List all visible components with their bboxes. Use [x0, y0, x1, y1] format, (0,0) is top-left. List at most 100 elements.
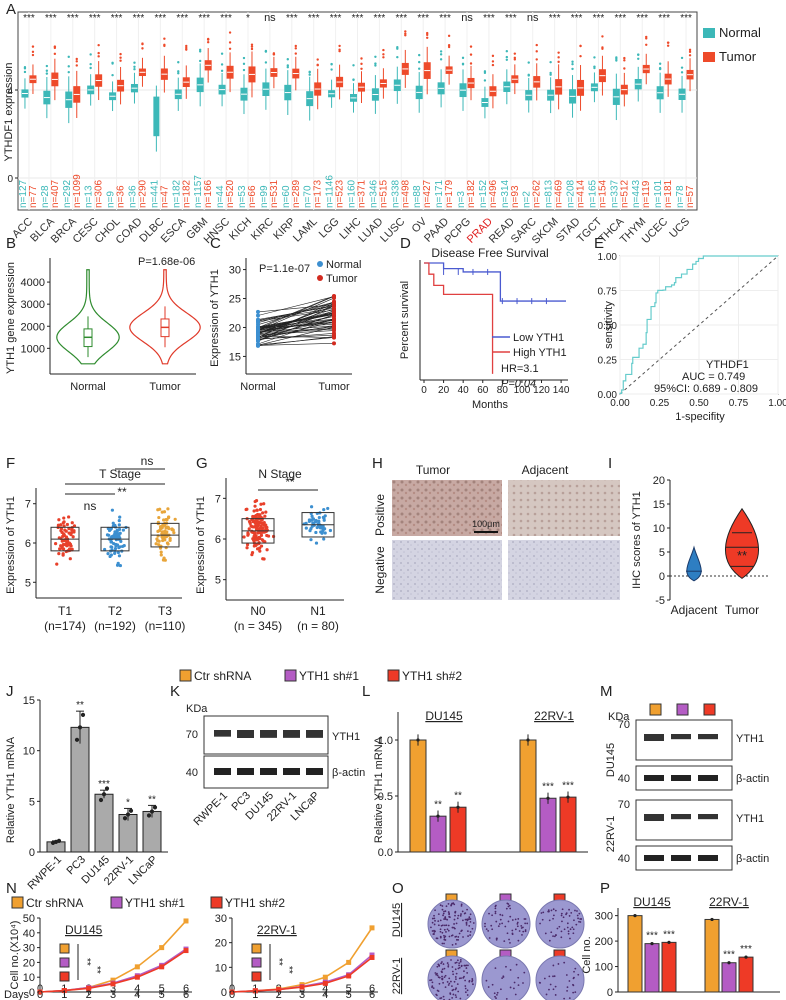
panelA-sig: ***: [67, 13, 79, 24]
panelO-colony: [524, 918, 527, 920]
panelA-tumor-outlier: [535, 58, 538, 61]
panelA-tumor-outlier: [666, 41, 670, 44]
panelA-tumor-outlier: [491, 60, 495, 63]
panelO-colony: [552, 917, 554, 920]
panelO-colony: [468, 924, 471, 927]
panelK-band-ythi-lane: [260, 730, 277, 738]
panelO-colony: [573, 919, 575, 922]
panelF-sig-star: **: [117, 485, 127, 499]
panelO-colony: [501, 914, 504, 917]
panelO-colony: [517, 976, 520, 979]
panelK-marker-70: 70: [186, 729, 198, 741]
panelO-colony: [430, 926, 432, 929]
panelA-tumor-outlier: [623, 59, 626, 62]
panelA-sig: ***: [549, 13, 561, 24]
panelA-n-tumor: n=166: [203, 179, 214, 208]
panelO-colony: [504, 925, 507, 928]
panelA-normal-outlier: [89, 62, 92, 66]
panelG-point: [258, 513, 262, 517]
panelA-normal-outlier: [198, 59, 202, 63]
panel-label-P: P: [600, 880, 610, 897]
panelA-sig: ***: [593, 13, 605, 24]
panelA-normal-outlier: [418, 60, 421, 64]
panelK-band-ythi-lane: [237, 730, 254, 738]
panelO-colony: [496, 993, 498, 996]
panelF-point: [118, 563, 123, 568]
panelO-colony: [494, 912, 497, 915]
panelA-n-normal: n=60: [281, 185, 292, 208]
panelK-lane-label: RWPE-1: [192, 790, 231, 829]
panelA-tumor-outlier: [666, 44, 670, 47]
legend-shrna-label: YTH1 sh#2: [402, 669, 462, 683]
panelJ-point: [104, 786, 110, 791]
panelO-colony: [454, 968, 457, 971]
panelA-n-normal: n=13: [84, 185, 95, 208]
panelI-ytick-label: 5: [659, 547, 665, 559]
panelO-colony: [568, 997, 571, 1000]
panelN-day-label-2: 0: [229, 989, 235, 1000]
panelA-tumor-outlier: [557, 51, 560, 54]
panelO-colony: [460, 965, 463, 968]
panelJ-ytick-label: 10: [23, 746, 35, 758]
panelA-sig: ***: [614, 13, 626, 24]
panelA-tumor-outlier: [360, 57, 363, 60]
panelC-tumor-point: [332, 294, 336, 299]
panelA-legend-normal: Normal: [719, 25, 761, 40]
panelO-colony: [563, 997, 566, 1000]
panelN-marker: [183, 948, 189, 954]
panelO-colony: [513, 981, 516, 984]
panelC-normal-point: [256, 317, 260, 322]
panelC-normal-point: [256, 320, 260, 325]
panelO-colony: [467, 935, 469, 937]
panelL-ytick-label: 0.0: [378, 847, 393, 859]
panelO-colony: [468, 918, 471, 920]
panelG-point: [256, 516, 260, 520]
panelC-pair-line: [257, 302, 335, 325]
panelG-point: [259, 502, 263, 506]
panelJ-point: [101, 792, 107, 797]
panelI-group-tumor: Tumor: [725, 603, 759, 617]
panelO-colony: [457, 914, 460, 917]
panelM-band-label: β-actin: [736, 853, 769, 865]
panelF-point: [70, 547, 74, 551]
panelA-n-normal: n=88: [412, 185, 423, 208]
panelG-point: [262, 521, 266, 525]
panelA-n-normal: n=338: [390, 179, 401, 208]
panelN-xtick-label: 0: [37, 983, 43, 995]
panelA-normal-outlier: [330, 68, 333, 71]
panelN-marker: [369, 954, 375, 960]
panel-label-D: D: [400, 235, 411, 252]
panelG-ylabel: Expression of YTH1: [195, 496, 207, 594]
panelP-sig: ***: [723, 950, 735, 961]
panelN-ytick-label: 0: [29, 987, 35, 999]
panelP-ytick-label: 100: [595, 962, 613, 974]
panelA-cancer-label: KICH: [227, 216, 254, 243]
panelM-band: [698, 734, 718, 740]
panelO-colony: [569, 937, 571, 940]
panelC-legend-normal: Normal: [326, 259, 361, 271]
panelO-colony: [566, 986, 569, 989]
panelJ-point: [56, 838, 62, 843]
panelA-tumor-outlier: [382, 53, 385, 56]
panelO-colony: [432, 933, 435, 935]
panelN-marker: [134, 964, 140, 970]
panelO-colony: [448, 977, 451, 980]
panelB-tumor-violin: [129, 269, 201, 365]
panelA-normal-outlier: [571, 60, 574, 63]
panelA-tumor-outlier: [469, 45, 473, 48]
panelP-group-label: 22RV-1: [709, 895, 749, 909]
panel-label-L: L: [362, 683, 370, 700]
panelO-plate: [481, 955, 531, 1000]
panelO-colony: [445, 905, 448, 908]
panelM-cell-du145: DU145: [605, 743, 617, 777]
panelO-colony: [552, 964, 555, 967]
panel-label-F: F: [6, 455, 15, 472]
panelA-n-tumor: n=414: [576, 179, 587, 208]
panelO-colony: [443, 910, 445, 913]
panelM-band: [698, 814, 718, 820]
panelG-point: [247, 519, 252, 524]
panelO-colony: [466, 972, 469, 974]
panelF-point: [117, 527, 122, 531]
panelA-n-tumor: n=531: [269, 179, 280, 208]
panelN-day-label-2: 2: [276, 989, 282, 1000]
